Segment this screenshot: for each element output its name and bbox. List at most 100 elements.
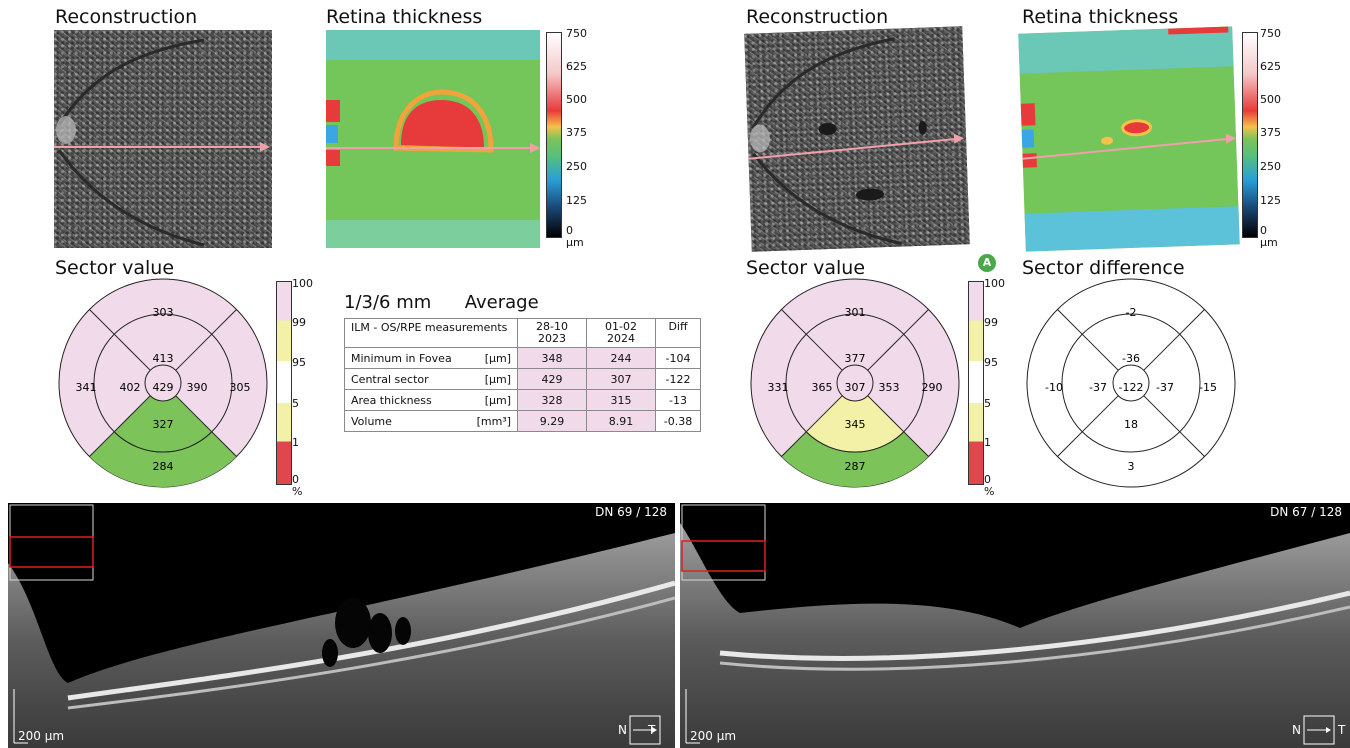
left-sector-outer-left: 341 bbox=[76, 381, 97, 394]
col-date2-line2: 2024 bbox=[607, 332, 635, 345]
right-reconstruction-image[interactable] bbox=[744, 26, 970, 252]
left-cb-label-500: 500 bbox=[566, 93, 587, 106]
row-label: Area thickness bbox=[351, 393, 432, 407]
row-unit: [mm³] bbox=[476, 414, 511, 428]
row-diff: -104 bbox=[655, 347, 701, 369]
approved-badge-label: A bbox=[982, 256, 992, 269]
row-diff: -0.38 bbox=[655, 410, 701, 432]
right-sector-inner-left: 365 bbox=[812, 381, 833, 394]
row-label: Central sector bbox=[351, 372, 429, 386]
right-cb-label-500: 500 bbox=[1260, 93, 1281, 106]
diff-sector-outer-top: -2 bbox=[1126, 306, 1137, 319]
right-cb-label-250: 250 bbox=[1260, 160, 1281, 173]
right-cb-label-625: 625 bbox=[1260, 60, 1281, 73]
right-sb-label-100: 100 bbox=[984, 277, 1005, 290]
approved-badge-icon[interactable]: A bbox=[978, 254, 996, 272]
row-label: Minimum in Fovea bbox=[351, 351, 452, 365]
row-v1: 328 bbox=[517, 389, 587, 411]
col-date2: 01-02 2024 bbox=[586, 318, 656, 348]
left-sector-outer-top: 303 bbox=[153, 306, 174, 319]
diff-sector-outer-left: -10 bbox=[1045, 381, 1063, 394]
left-oct-orient-t: T bbox=[648, 723, 656, 737]
left-sector-title: Sector value bbox=[55, 257, 175, 279]
diff-sector-center: -122 bbox=[1119, 381, 1144, 394]
left-sector-inner-top: 413 bbox=[153, 352, 174, 365]
left-reconstruction-image[interactable] bbox=[54, 30, 272, 248]
left-thickness-colorbar bbox=[546, 32, 562, 238]
row-v1: 9.29 bbox=[517, 410, 587, 432]
row-v1: 429 bbox=[517, 368, 587, 390]
left-thickness-map[interactable] bbox=[326, 30, 540, 248]
right-sb-label-95: 95 bbox=[984, 356, 998, 369]
left-cb-label-0: 0 bbox=[566, 224, 573, 237]
right-oct-scan[interactable]: DN 67 / 128 200 µm N T bbox=[680, 503, 1350, 748]
left-sector-chart: 303 413 341 402 429 390 305 327 284 bbox=[58, 278, 268, 488]
right-sb-label-1: 1 bbox=[984, 436, 991, 449]
right-sector-inner-right: 353 bbox=[879, 381, 900, 394]
left-cb-label-250: 250 bbox=[566, 160, 587, 173]
measurements-heading: 1/3/6 mm Average bbox=[344, 292, 539, 313]
table-row: Minimum in Fovea [µm] 348 244 -104 bbox=[344, 347, 701, 369]
right-cb-unit: µm bbox=[1260, 236, 1278, 249]
left-sb-label-100: 100 bbox=[292, 277, 313, 290]
right-sb-label-0: 0 bbox=[984, 473, 991, 486]
difference-chart: -2 -36 -10 -37 -122 -37 -15 18 3 bbox=[1026, 278, 1236, 488]
right-oct-orient-t: T bbox=[1338, 723, 1346, 737]
col-diff: Diff bbox=[655, 318, 701, 348]
left-sb-label-1: 1 bbox=[292, 436, 299, 449]
right-sb-label-99: 99 bbox=[984, 316, 998, 329]
right-oct-orient-n: N bbox=[1292, 723, 1301, 737]
row-v2: 8.91 bbox=[586, 410, 656, 432]
col-date1-line1: 28-10 bbox=[536, 320, 568, 333]
left-oct-scale-label: 200 µm bbox=[18, 729, 65, 743]
table-row: Area thickness [µm] 328 315 -13 bbox=[344, 389, 701, 411]
right-cb-label-0: 0 bbox=[1260, 224, 1267, 237]
right-sector-scalebar bbox=[968, 281, 984, 485]
right-thickness-map[interactable] bbox=[1018, 26, 1240, 252]
right-sb-unit: % bbox=[984, 485, 995, 498]
right-sector-chart: 301 377 331 365 307 353 290 345 287 bbox=[750, 278, 960, 488]
left-oct-orient-n: N bbox=[618, 723, 627, 737]
left-oct-dn: DN 69 / 128 bbox=[595, 505, 667, 519]
left-thickness-title: Retina thickness bbox=[326, 6, 483, 28]
row-diff: -13 bbox=[655, 389, 701, 411]
right-sector-inner-bottom: 345 bbox=[845, 418, 866, 431]
right-sector-inner-top: 377 bbox=[845, 352, 866, 365]
left-cb-label-625: 625 bbox=[566, 60, 587, 73]
left-cb-label-375: 375 bbox=[566, 126, 587, 139]
left-sector-inner-left: 402 bbox=[120, 381, 141, 394]
right-reconstruction-title: Reconstruction bbox=[746, 6, 889, 28]
left-sector-inner-bottom: 327 bbox=[153, 418, 174, 431]
left-sb-label-5: 5 bbox=[292, 397, 299, 410]
left-oct-scan[interactable]: DN 69 / 128 200 µm N T bbox=[8, 503, 675, 748]
right-sector-outer-bottom: 287 bbox=[845, 460, 866, 473]
diff-sector-outer-right: -15 bbox=[1199, 381, 1217, 394]
left-sb-label-95: 95 bbox=[292, 356, 306, 369]
row-v2: 244 bbox=[586, 347, 656, 369]
left-sector-scalebar bbox=[276, 281, 292, 485]
right-sector-outer-right: 290 bbox=[922, 381, 943, 394]
right-sector-outer-top: 301 bbox=[845, 306, 866, 319]
row-v1: 348 bbox=[517, 347, 587, 369]
row-unit: [µm] bbox=[484, 351, 511, 365]
row-diff: -122 bbox=[655, 368, 701, 390]
diff-sector-outer-bottom: 3 bbox=[1128, 460, 1135, 473]
left-sb-unit: % bbox=[292, 485, 303, 498]
right-thickness-title: Retina thickness bbox=[1022, 6, 1179, 28]
right-oct-scale-label: 200 µm bbox=[690, 729, 737, 743]
difference-title: Sector difference bbox=[1022, 257, 1185, 279]
col-date1-line2: 2023 bbox=[538, 332, 566, 345]
right-cb-label-125: 125 bbox=[1260, 194, 1281, 207]
left-sb-label-99: 99 bbox=[292, 316, 306, 329]
right-sector-outer-left: 331 bbox=[768, 381, 789, 394]
left-cb-unit: µm bbox=[566, 236, 584, 249]
col-label: ILM - OS/RPE measurements bbox=[344, 318, 518, 348]
left-sb-label-0: 0 bbox=[292, 473, 299, 486]
table-header-row: ILM - OS/RPE measurements 28-10 2023 01-0… bbox=[344, 318, 701, 348]
row-unit: [µm] bbox=[484, 372, 511, 386]
left-cb-label-750: 750 bbox=[566, 27, 587, 40]
right-sector-center: 307 bbox=[845, 381, 866, 394]
right-cb-label-750: 750 bbox=[1260, 27, 1281, 40]
diff-sector-inner-right: -37 bbox=[1156, 381, 1174, 394]
left-sector-outer-bottom: 284 bbox=[153, 460, 174, 473]
